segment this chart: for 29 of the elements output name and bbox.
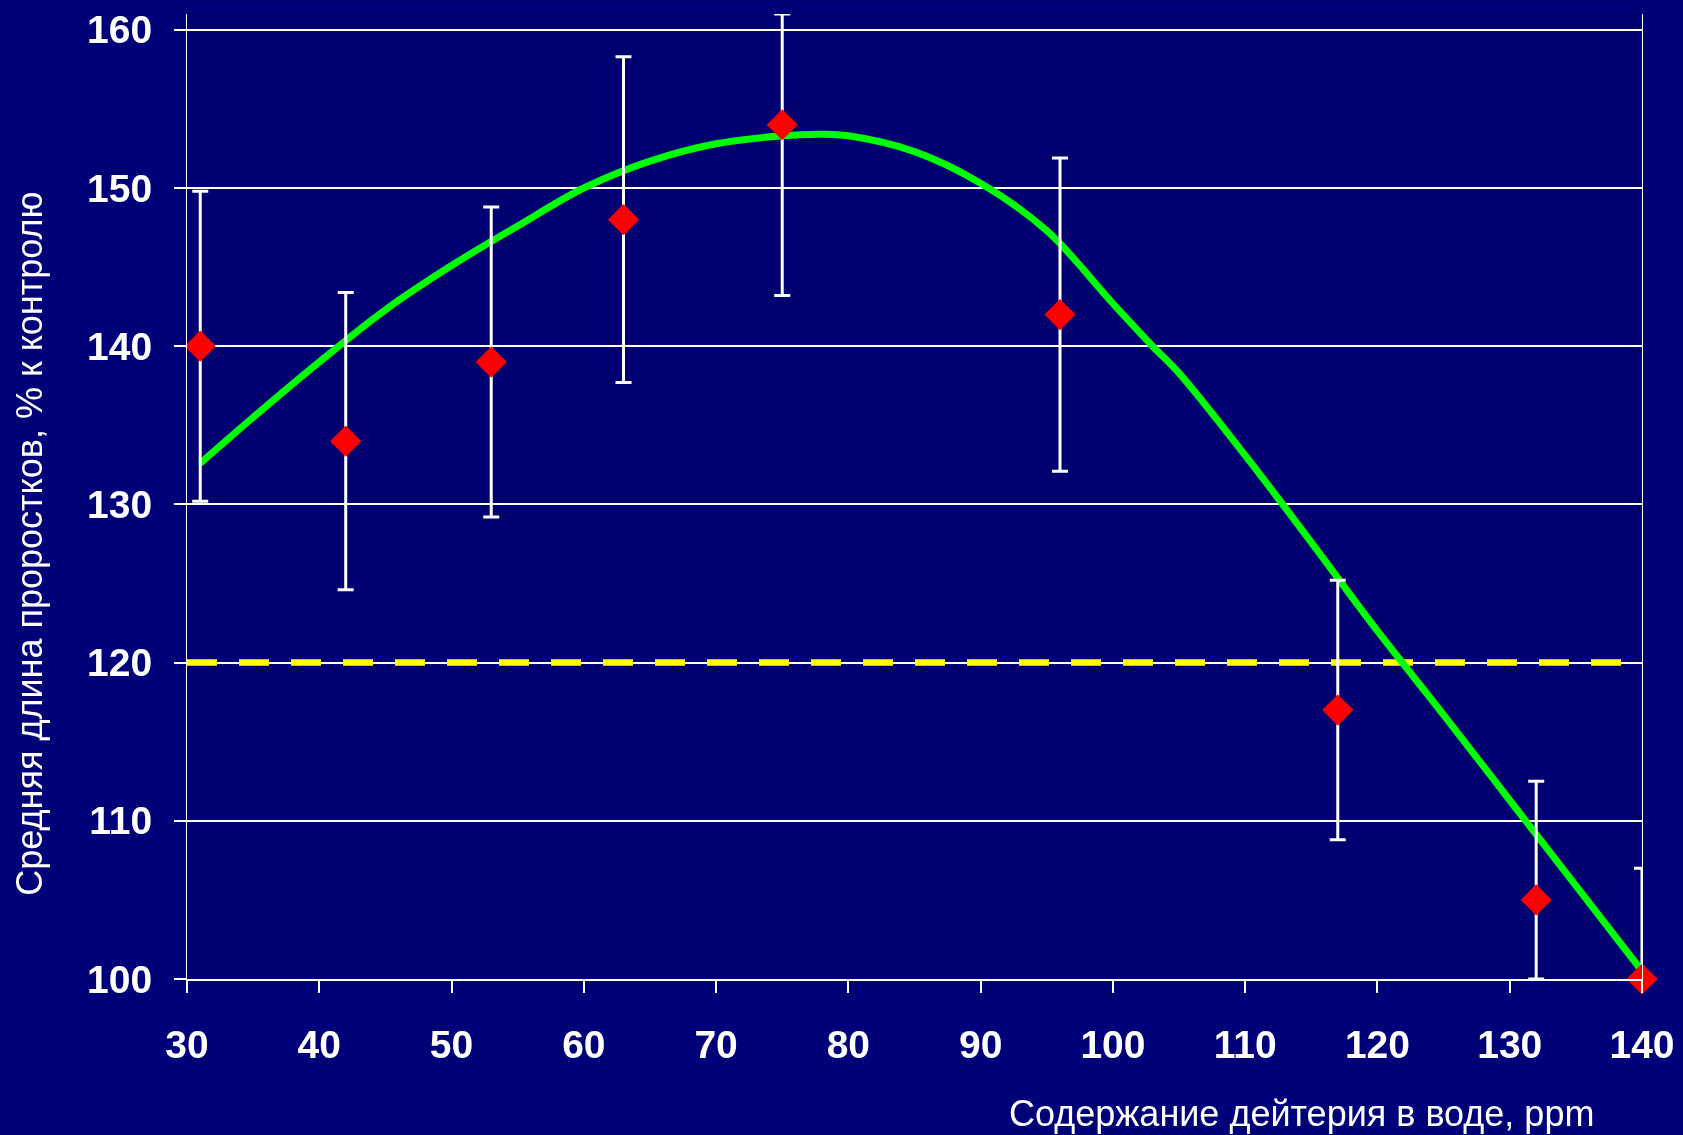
y-tick-label: 140 — [87, 324, 153, 368]
x-tick-label: 110 — [1213, 1022, 1277, 1066]
y-tick-label: 130 — [87, 483, 153, 527]
x-tick-label: 70 — [694, 1022, 738, 1066]
x-tick-label: 120 — [1344, 1022, 1410, 1066]
point — [330, 425, 362, 457]
x-tick-label: 60 — [562, 1022, 606, 1066]
x-tick-label: 30 — [165, 1022, 209, 1066]
y-axis-title: Средняя длина проростков, % к контролю — [9, 191, 51, 896]
x-tick-label: 140 — [1609, 1022, 1675, 1066]
x-tick-label: 90 — [958, 1022, 1003, 1066]
point — [607, 204, 640, 236]
point — [766, 109, 798, 141]
point — [1044, 298, 1076, 331]
point — [1322, 694, 1354, 726]
y-tick-label: 150 — [87, 166, 153, 210]
point — [475, 346, 507, 378]
point — [1520, 884, 1552, 916]
x-tick-label: 50 — [429, 1022, 474, 1066]
x-tick-label: 40 — [297, 1022, 341, 1066]
x-tick-label: 80 — [826, 1022, 871, 1066]
y-tick-label: 160 — [87, 8, 153, 52]
x-axis-title: Содержание дейтерия в воде, ppm — [1009, 1093, 1595, 1134]
x-tick-label: 100 — [1080, 1022, 1146, 1066]
y-tick-label: 110 — [89, 799, 153, 843]
y-tick-label: 100 — [87, 957, 153, 1001]
x-tick-label: 130 — [1477, 1022, 1543, 1066]
y-tick-label: 120 — [87, 641, 153, 685]
point — [184, 330, 216, 362]
